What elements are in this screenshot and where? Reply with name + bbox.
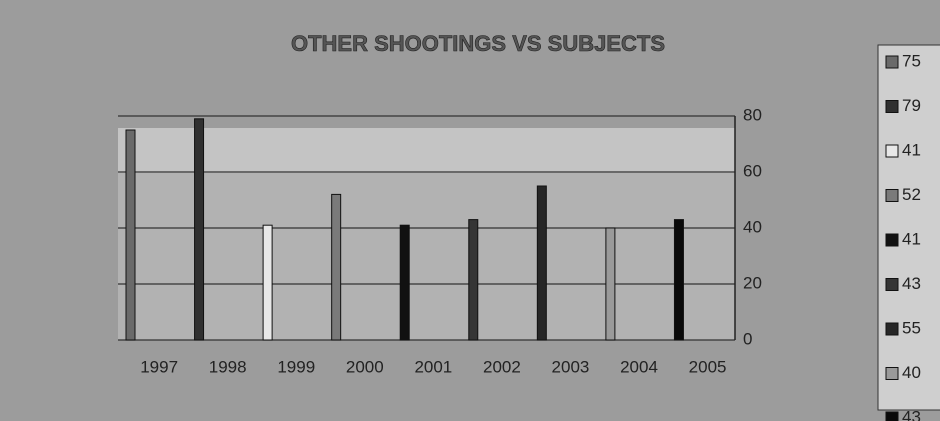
bar (468, 219, 479, 341)
bar (399, 224, 410, 341)
plot-area (118, 173, 735, 340)
x-tick-label: 2001 (414, 357, 452, 376)
legend-swatch (885, 55, 899, 69)
bar (605, 227, 616, 341)
x-tick-label: 2000 (346, 357, 384, 376)
y-tick-label: 80 (743, 105, 762, 124)
bar (673, 219, 684, 341)
y-tick-label: 0 (743, 329, 752, 348)
legend-label: 43 (902, 274, 921, 293)
legend-swatch (885, 411, 899, 421)
bar (262, 224, 273, 341)
legend-swatch (885, 367, 899, 380)
legend-label: 41 (902, 140, 921, 159)
legend-label: 40 (902, 363, 921, 382)
legend-label: 52 (902, 185, 921, 204)
legend-swatch (885, 100, 899, 113)
x-tick-label: 2005 (689, 357, 727, 376)
plot-band (118, 128, 735, 173)
y-tick-label: 40 (743, 217, 762, 236)
x-tick-label: 1998 (209, 357, 247, 376)
legend-label: 79 (902, 96, 921, 115)
bar (125, 129, 136, 341)
x-tick-label: 2004 (620, 357, 658, 376)
x-tick-label: 2002 (483, 357, 521, 376)
legend-swatch (885, 233, 899, 247)
y-tick-label: 60 (743, 161, 762, 180)
legend-swatch (885, 144, 899, 158)
x-tick-label: 1997 (140, 357, 178, 376)
bar (536, 185, 547, 341)
legend-swatch (885, 322, 899, 336)
x-tick-label: 2003 (552, 357, 590, 376)
legend-label: 55 (902, 318, 921, 337)
legend-swatch (885, 278, 899, 291)
legend-label: 41 (902, 229, 921, 248)
bar (194, 118, 205, 341)
x-tick-label: 1999 (277, 357, 315, 376)
legend-label: 43 (902, 407, 921, 421)
legend-label: 75 (902, 51, 921, 70)
bar (331, 193, 342, 341)
chart-title: OTHER SHOOTINGS VS SUBJECTS (291, 31, 665, 56)
legend-swatch (885, 189, 899, 202)
y-tick-label: 20 (743, 273, 762, 292)
